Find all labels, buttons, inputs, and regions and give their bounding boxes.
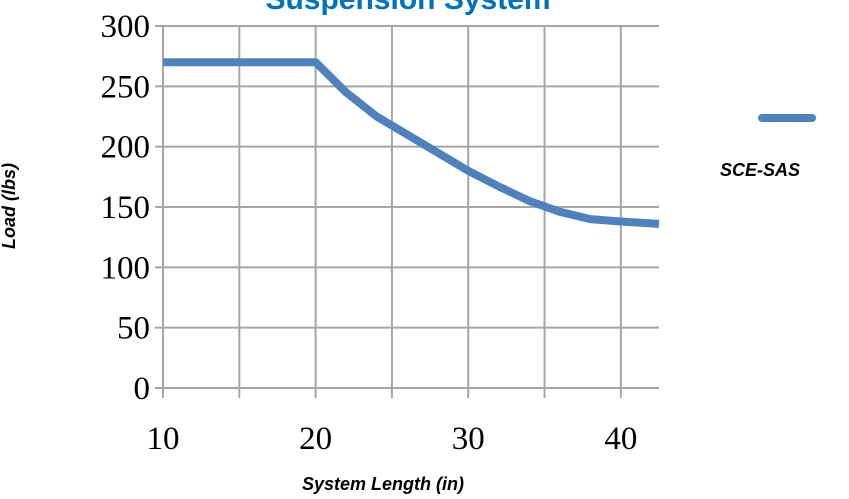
x-tick-label: 20 <box>299 421 332 457</box>
x-axis-label: System Length (in) <box>302 474 464 494</box>
x-tick-label: 10 <box>147 421 180 457</box>
series-layer <box>163 58 660 228</box>
x-tick-label: 30 <box>452 421 485 457</box>
y-tick-label: 200 <box>101 130 151 166</box>
y-tick-label: 50 <box>117 311 150 347</box>
y-tick-label: 0 <box>134 371 151 407</box>
y-tick-label: 150 <box>101 190 151 226</box>
y-tick-label: 250 <box>101 69 151 105</box>
y-tick-label: 100 <box>101 250 151 286</box>
x-tick-label: 40 <box>604 421 637 457</box>
legend: SCE-SAS <box>720 114 816 180</box>
grid <box>162 25 659 398</box>
y-axis-label: Load (lbs) <box>0 163 19 249</box>
y-tick-label: 300 <box>101 9 151 45</box>
tick-labels: 0 50 100 150 200 250 300 10 20 30 40 <box>101 9 638 457</box>
legend-label-sce-sas: SCE-SAS <box>720 160 800 180</box>
chart-title: Suspension System <box>265 0 550 16</box>
series-line-sce-sas <box>163 58 660 228</box>
axes <box>155 25 659 389</box>
